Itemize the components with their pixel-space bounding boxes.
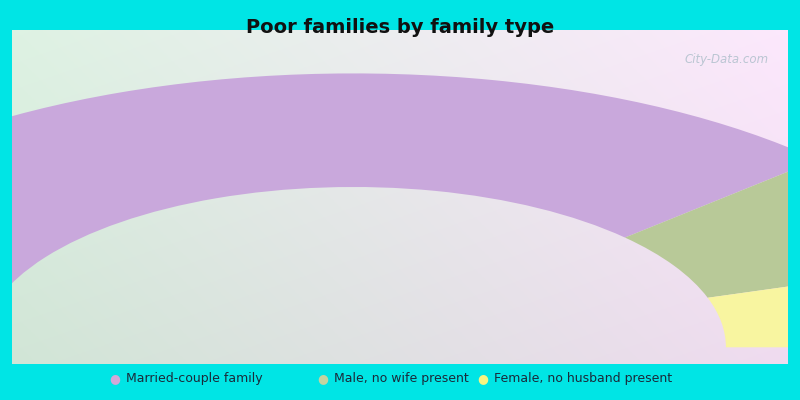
Wedge shape — [708, 263, 800, 347]
Text: City-Data.com: City-Data.com — [685, 53, 769, 66]
Wedge shape — [0, 74, 800, 347]
Text: Married-couple family: Married-couple family — [126, 372, 262, 385]
Text: Poor families by family type: Poor families by family type — [246, 18, 554, 37]
Wedge shape — [625, 160, 800, 298]
Text: ●: ● — [477, 372, 488, 385]
Text: ●: ● — [109, 372, 120, 385]
Text: Male, no wife present: Male, no wife present — [334, 372, 468, 385]
Text: ●: ● — [317, 372, 328, 385]
Text: Female, no husband present: Female, no husband present — [494, 372, 672, 385]
